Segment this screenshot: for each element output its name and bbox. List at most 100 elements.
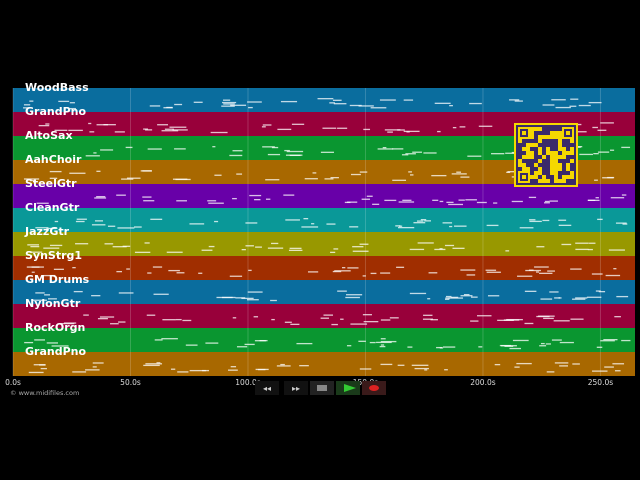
note: [363, 128, 371, 131]
qr-cell: [546, 147, 550, 151]
note: [529, 219, 536, 221]
qr-cell: [538, 151, 542, 155]
track-lane: [13, 328, 635, 352]
qr-cell: [546, 135, 550, 139]
note: [91, 295, 101, 297]
note: [36, 202, 49, 204]
note: [349, 226, 359, 228]
note: [572, 298, 586, 300]
note: [359, 368, 372, 370]
note: [147, 148, 162, 150]
track-label: WoodBass: [25, 81, 89, 94]
qr-cell: [538, 171, 542, 175]
qr-cell: [530, 127, 534, 131]
note: [437, 130, 441, 133]
note: [558, 297, 562, 299]
qr-cell: [550, 131, 554, 135]
note: [547, 270, 555, 272]
note: [549, 291, 559, 293]
note: [528, 196, 537, 199]
note: [133, 226, 142, 228]
note: [253, 316, 259, 318]
note: [411, 364, 429, 366]
note: [427, 298, 431, 300]
note: [545, 343, 551, 345]
note: [144, 242, 150, 244]
note: [248, 269, 252, 272]
note: [331, 323, 338, 326]
note: [164, 128, 174, 130]
note: [326, 223, 336, 225]
qr-cell: [566, 151, 570, 155]
note: [288, 249, 303, 252]
note: [267, 153, 281, 156]
note: [303, 218, 309, 220]
note: [324, 178, 334, 180]
note: [517, 275, 533, 277]
note: [126, 177, 141, 179]
note: [497, 319, 514, 321]
note: [107, 225, 116, 227]
note: [212, 146, 216, 148]
qr-cell: [534, 175, 538, 179]
qr-cell: [570, 159, 574, 163]
qr-cell: [538, 167, 542, 171]
note: [31, 266, 44, 268]
note: [384, 129, 401, 131]
rewind-button[interactable]: [255, 381, 279, 395]
qr-cell: [570, 171, 574, 175]
note: [146, 314, 156, 316]
qr-cell: [562, 175, 566, 179]
note: [350, 323, 368, 325]
note: [166, 251, 183, 253]
note: [93, 152, 97, 154]
note: [470, 320, 479, 322]
note: [449, 225, 453, 228]
forward-button[interactable]: [284, 381, 308, 395]
note: [330, 251, 336, 254]
note: [380, 319, 391, 321]
qr-cell: [554, 135, 558, 139]
note: [228, 369, 238, 371]
note: [241, 297, 254, 300]
note: [363, 320, 379, 323]
note: [597, 129, 607, 131]
note: [265, 179, 280, 181]
track-label: GM Drums: [25, 273, 90, 286]
note: [553, 320, 570, 322]
qr-cell: [546, 179, 550, 183]
note: [478, 346, 483, 348]
note: [506, 171, 511, 174]
note: [311, 223, 315, 225]
note: [540, 298, 553, 300]
note: [463, 294, 470, 296]
note: [210, 131, 228, 134]
note: [284, 149, 290, 152]
note: [370, 107, 387, 109]
note: [554, 297, 561, 299]
note: [38, 124, 50, 127]
note: [284, 321, 292, 323]
note: [344, 201, 351, 204]
qr-cell: [530, 135, 534, 139]
note: [91, 224, 106, 226]
note: [449, 104, 453, 107]
note: [185, 344, 198, 346]
note: [96, 170, 101, 172]
note: [595, 290, 601, 292]
note: [570, 268, 582, 270]
note: [301, 226, 319, 228]
note: [439, 347, 444, 349]
note: [320, 151, 334, 153]
qr-cell: [542, 175, 546, 179]
note: [362, 275, 366, 277]
note: [439, 200, 444, 203]
note: [442, 346, 456, 348]
qr-code: [514, 123, 578, 187]
note: [271, 146, 279, 149]
note: [555, 106, 571, 109]
note: [174, 148, 186, 150]
note: [230, 104, 247, 106]
note: [432, 199, 439, 201]
note: [69, 102, 75, 104]
